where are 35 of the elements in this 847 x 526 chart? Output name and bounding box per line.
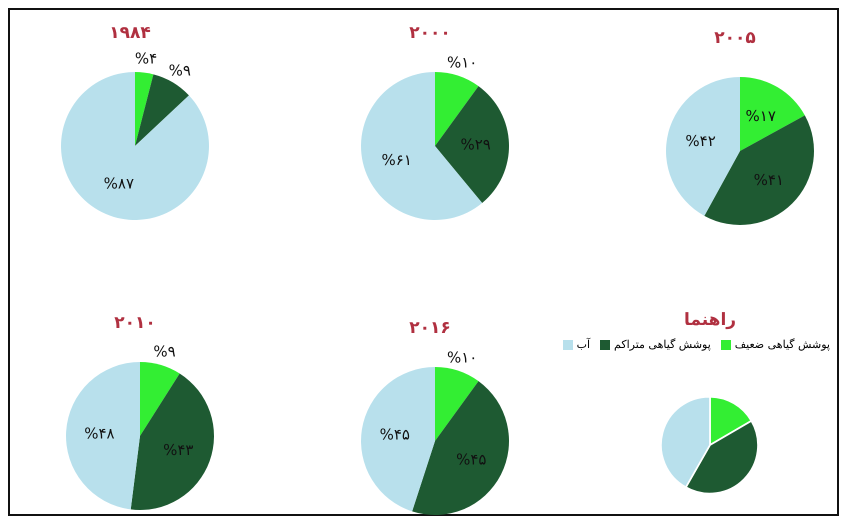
data-label: %۴۸	[84, 424, 115, 442]
data-label: %۶۱	[382, 150, 412, 169]
data-label: %۱۰	[447, 348, 478, 366]
chart-title: ۲۰۰۵	[713, 27, 757, 50]
pie-slice	[666, 77, 740, 216]
pie-slice	[435, 367, 478, 441]
legend-title: راهنما	[682, 310, 738, 330]
legend-label: آب	[576, 338, 590, 351]
pie-slice	[66, 362, 140, 510]
data-label: %۴۳	[163, 440, 194, 459]
chart-title: ۲۰۱۰	[113, 312, 157, 335]
pie-slice	[135, 74, 189, 146]
pie-slice	[140, 362, 180, 436]
data-label: %۴	[134, 50, 158, 68]
data-label: %۴۲	[685, 132, 716, 150]
pie-slice	[740, 77, 805, 151]
pie-slice	[135, 72, 154, 146]
data-label: %۲۹	[460, 136, 491, 154]
legend-label: پوشش گیاهی ضعیف	[734, 338, 830, 351]
data-label: %۱۰	[447, 53, 478, 72]
legend-label: پوشش گیاهی متراکم	[614, 338, 711, 351]
data-label: %۴۵	[456, 450, 486, 468]
chart-title: ۲۰۱۶	[408, 317, 452, 340]
chart-title: ۱۹۸۴	[108, 22, 152, 45]
data-label: %۴۵	[380, 426, 410, 444]
data-label: %۹	[168, 61, 191, 80]
data-label: %۱۷	[746, 106, 776, 125]
pie-slice	[130, 374, 214, 510]
chart-title: ۲۰۰۰	[408, 22, 452, 45]
pie-slice	[361, 367, 435, 512]
pie-slice	[412, 381, 509, 515]
data-label: %۹	[153, 342, 176, 360]
data-label: %۸۷	[104, 174, 134, 192]
pie-slice	[435, 86, 509, 204]
data-label: %۴۱	[754, 170, 784, 189]
